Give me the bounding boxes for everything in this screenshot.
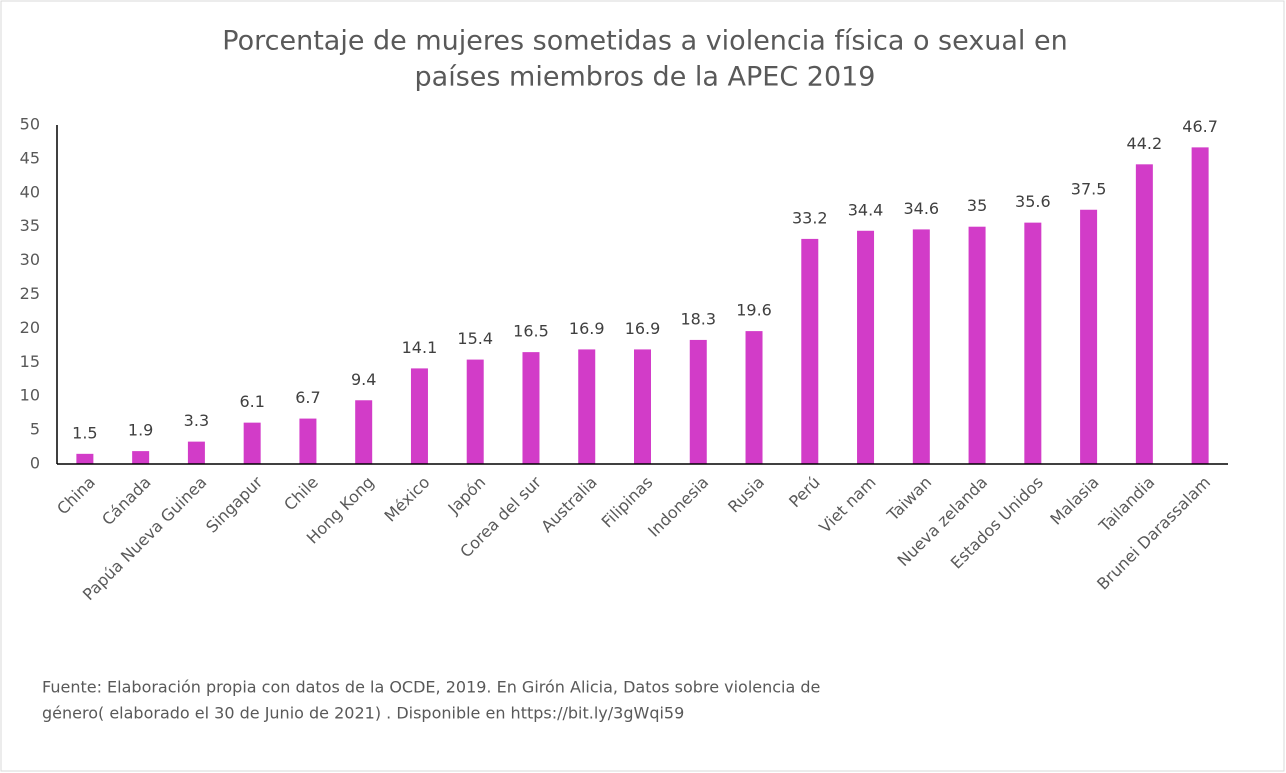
data-label: 35 bbox=[967, 196, 987, 215]
data-label: 3.3 bbox=[184, 411, 209, 430]
chart-title: países miembros de la APEC 2019 bbox=[415, 62, 876, 93]
bar bbox=[634, 349, 651, 464]
y-tick-label: 50 bbox=[20, 115, 40, 134]
data-label: 14.1 bbox=[402, 338, 438, 357]
data-label: 1.9 bbox=[128, 421, 153, 440]
y-tick-label: 5 bbox=[30, 420, 40, 439]
data-label: 9.4 bbox=[351, 370, 376, 389]
bar bbox=[466, 359, 484, 464]
bar bbox=[801, 238, 819, 464]
bar bbox=[745, 331, 763, 464]
bar bbox=[132, 451, 150, 464]
data-label: 6.7 bbox=[295, 388, 320, 407]
bar bbox=[522, 352, 540, 464]
y-tick-label: 10 bbox=[20, 386, 40, 405]
data-label: 19.6 bbox=[736, 301, 772, 320]
data-label: 15.4 bbox=[457, 329, 493, 348]
data-label: 16.9 bbox=[569, 319, 605, 338]
chart-title: Porcentaje de mujeres sometidas a violen… bbox=[222, 26, 1067, 57]
data-label: 1.5 bbox=[72, 423, 97, 442]
data-label: 6.1 bbox=[239, 392, 264, 411]
bar bbox=[76, 453, 94, 464]
y-tick-label: 40 bbox=[20, 182, 40, 201]
source-note: Fuente: Elaboración propia con datos de … bbox=[42, 678, 820, 697]
bar bbox=[912, 229, 930, 464]
bar bbox=[857, 230, 875, 464]
data-label: 37.5 bbox=[1071, 179, 1107, 198]
data-label: 33.2 bbox=[792, 208, 828, 227]
data-label: 16.9 bbox=[625, 319, 661, 338]
y-tick-label: 0 bbox=[30, 454, 40, 473]
y-tick-label: 35 bbox=[20, 216, 40, 235]
bar bbox=[578, 349, 596, 464]
data-label: 16.5 bbox=[513, 322, 549, 341]
bar bbox=[243, 422, 261, 464]
y-tick-label: 15 bbox=[20, 352, 40, 371]
data-label: 34.4 bbox=[848, 200, 884, 219]
bar bbox=[1024, 222, 1042, 464]
y-tick-label: 20 bbox=[20, 318, 40, 337]
y-tick-label: 30 bbox=[20, 250, 40, 269]
bar bbox=[1191, 147, 1209, 464]
bar bbox=[299, 418, 317, 464]
data-label: 44.2 bbox=[1127, 134, 1163, 153]
source-note: género( elaborado el 30 de Junio de 2021… bbox=[42, 704, 684, 723]
data-label: 46.7 bbox=[1182, 117, 1218, 136]
bar bbox=[968, 226, 986, 464]
bar bbox=[187, 441, 205, 464]
y-tick-label: 25 bbox=[20, 284, 40, 303]
data-label: 18.3 bbox=[680, 309, 716, 328]
bar bbox=[1080, 209, 1098, 464]
y-tick-label: 45 bbox=[20, 148, 40, 167]
bar bbox=[689, 339, 707, 464]
data-label: 35.6 bbox=[1015, 192, 1051, 211]
bar bbox=[355, 400, 373, 464]
bar bbox=[1135, 164, 1153, 464]
bar bbox=[410, 368, 428, 464]
data-label: 34.6 bbox=[903, 199, 939, 218]
